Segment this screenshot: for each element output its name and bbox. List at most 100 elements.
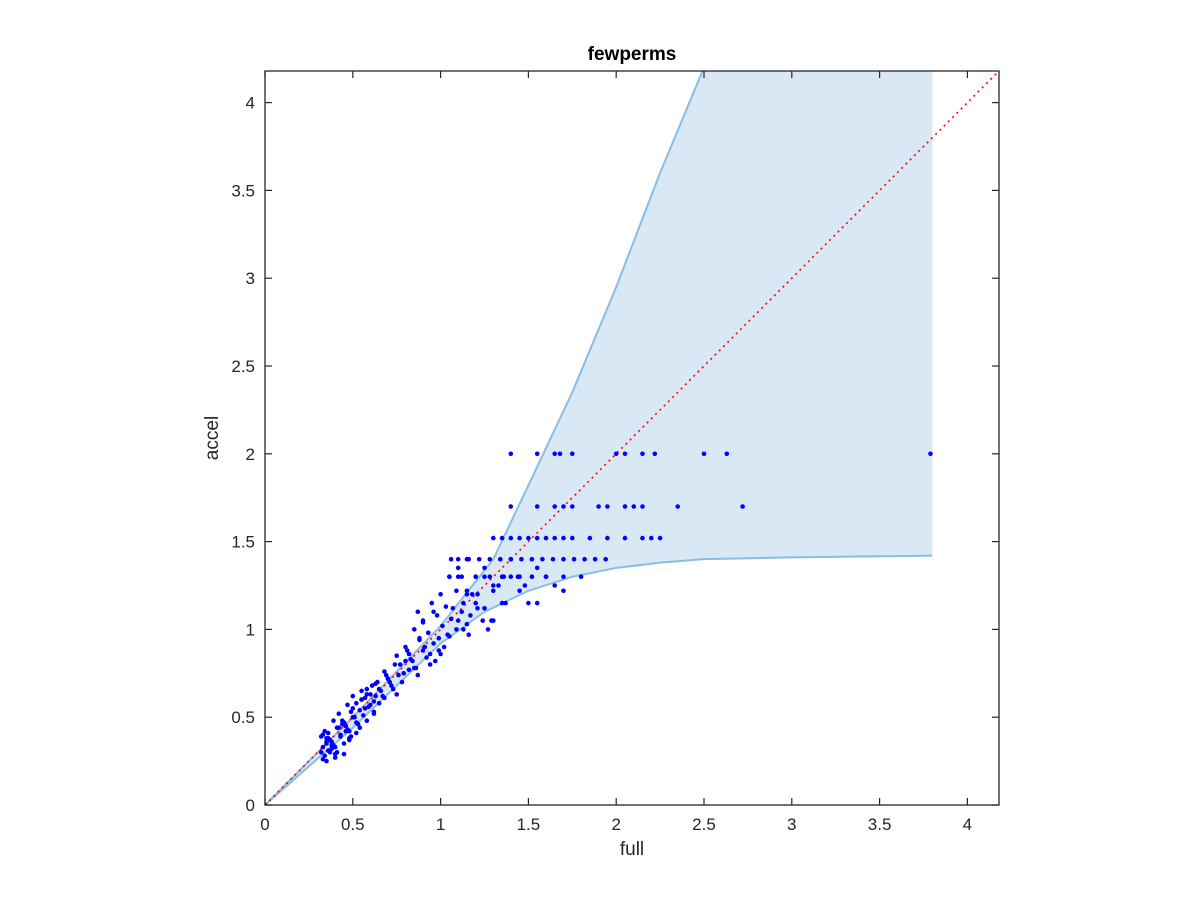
scatter-point — [491, 618, 496, 623]
band-lower-edge — [265, 554, 933, 805]
scatter-point — [343, 723, 349, 729]
scatter-point — [359, 697, 364, 702]
scatter-point — [534, 535, 540, 541]
y-tick-label: 1 — [246, 620, 255, 639]
scatter-point — [534, 504, 540, 509]
scatter-point — [364, 692, 370, 697]
scatter-point — [508, 556, 514, 562]
diagonal-reference-line — [265, 71, 999, 805]
scatter-point — [320, 732, 326, 738]
scatter-point — [329, 743, 335, 748]
scatter-point — [448, 556, 454, 562]
scatter-point — [334, 750, 340, 755]
scatter-point — [336, 711, 342, 716]
scatter-point — [324, 758, 329, 764]
scatter-point — [561, 504, 566, 509]
scatter-point — [450, 606, 456, 611]
scatter-point — [376, 686, 382, 692]
scatter-point — [436, 635, 442, 641]
scatter-point — [570, 504, 575, 509]
scatter-point — [431, 609, 436, 615]
scatter-point — [464, 621, 470, 627]
scatter-point — [327, 750, 333, 755]
y-tick-label: 2.5 — [231, 357, 255, 376]
scatter-point — [529, 574, 535, 579]
scatter-point — [561, 556, 566, 562]
scatter-point — [413, 665, 419, 671]
scatter-point — [491, 588, 496, 594]
scatter-point — [455, 574, 461, 579]
scatter-point — [459, 574, 465, 579]
scatter-point — [352, 714, 357, 720]
scatter-point — [357, 707, 363, 713]
scatter-point — [325, 730, 331, 736]
scatter-point — [438, 651, 443, 657]
scatter-point — [561, 574, 566, 579]
scatter-point — [508, 535, 514, 541]
scatter-point — [350, 693, 356, 699]
scatter-point — [455, 556, 461, 562]
scatter-point — [361, 713, 366, 718]
scatter-point — [476, 556, 482, 562]
scatter-point — [392, 662, 398, 667]
scatter-point — [461, 627, 466, 632]
scatter-point — [397, 662, 403, 667]
scatter-point — [519, 556, 524, 562]
scatter-point — [461, 600, 466, 606]
scatter-point — [340, 718, 345, 723]
scatter-point — [332, 744, 338, 750]
x-tick-label: 1 — [436, 815, 445, 834]
scatter-point — [345, 702, 350, 708]
scatter-point — [354, 730, 359, 736]
scatter-point — [482, 606, 487, 611]
y-tick-label: 2 — [246, 445, 255, 464]
scatter-point — [348, 709, 354, 715]
x-tick-label: 4 — [963, 815, 972, 834]
scatter-point — [534, 565, 540, 571]
scatter-point — [534, 600, 540, 606]
scatter-point — [570, 451, 575, 457]
scatter-point — [322, 753, 328, 759]
scatter-point — [552, 451, 557, 457]
scatter-point — [320, 757, 326, 762]
chart-title: fewperms — [588, 44, 677, 65]
scatter-point — [406, 651, 412, 657]
band-upper-edge — [265, 71, 704, 805]
scatter-point — [427, 651, 433, 657]
scatter-point — [382, 669, 387, 674]
scatter-point — [508, 451, 514, 457]
scatter-point — [445, 632, 450, 637]
scatter-point — [359, 688, 364, 694]
axis-ticks: 0 0.5 1 1.5 2 2.5 3 3.5 4 0 0.5 1 1.5 2 2.5 3 3.5 4 — [231, 71, 999, 834]
scatter-point — [406, 667, 412, 673]
scatter-point — [431, 641, 436, 646]
scatter-point — [487, 556, 493, 562]
scatter-point — [427, 662, 433, 667]
scatter-point — [499, 535, 505, 541]
scatter-point — [529, 556, 535, 562]
scatter-point — [399, 679, 405, 685]
scatter-point — [415, 609, 421, 615]
x-tick-label: 3.5 — [868, 815, 892, 834]
scatter-point — [368, 692, 373, 697]
scatter-point — [657, 535, 663, 541]
scatter-point — [420, 648, 426, 653]
scatter-point — [434, 613, 440, 618]
plot-area — [265, 71, 999, 805]
scatter-point — [473, 600, 479, 606]
scatter-point — [475, 592, 480, 597]
scatter-point — [403, 658, 408, 664]
scatter-point — [640, 504, 645, 509]
scatter-point — [578, 574, 584, 579]
x-tick-label: 0.5 — [341, 815, 365, 834]
scatter-point — [469, 592, 475, 597]
scatter-point — [526, 600, 531, 606]
scatter-point — [348, 734, 354, 739]
scatter-point — [561, 535, 566, 541]
scatter-point — [417, 637, 422, 643]
scatter-point — [534, 451, 540, 457]
scatter-point — [640, 535, 645, 541]
x-tick-label: 0 — [260, 815, 269, 834]
scatter-point — [517, 535, 522, 541]
scatter-point — [485, 627, 491, 632]
